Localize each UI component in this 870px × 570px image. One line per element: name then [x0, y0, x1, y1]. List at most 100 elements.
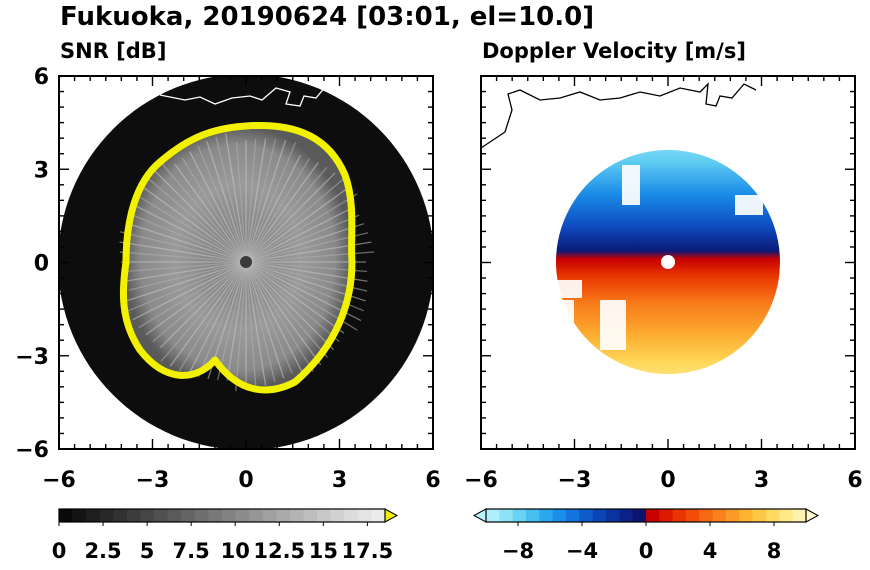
colorbar-swatch — [330, 509, 345, 522]
snr-streak — [245, 178, 344, 263]
coastline — [159, 85, 327, 107]
doppler-gap — [745, 160, 775, 178]
colorbar-swatch — [140, 509, 155, 522]
y-tick-label: 6 — [34, 65, 49, 90]
snr-streak — [148, 178, 247, 263]
x-tick-label: −3 — [558, 468, 592, 493]
colorbar-swatch — [208, 509, 223, 522]
radar-center-marker-doppler — [661, 255, 675, 269]
snr-streak — [127, 261, 247, 312]
snr-streak — [245, 214, 360, 263]
doppler-panel-title: Doppler Velocity [m/s] — [482, 39, 746, 63]
colorbar-swatch — [632, 509, 647, 522]
colorbar-swatch — [222, 509, 236, 522]
snr-streak — [197, 261, 247, 378]
colorbar-underflow-arrow — [472, 508, 487, 523]
snr-plot-frame — [58, 75, 434, 450]
snr-streak — [245, 138, 267, 263]
x-tick-label: −3 — [136, 468, 170, 493]
snr-streak — [245, 261, 345, 334]
doppler-gap — [556, 300, 574, 330]
snr-streak — [136, 205, 247, 263]
colorbar-tick-label: 7.5 — [173, 539, 210, 563]
doppler-gap — [570, 145, 600, 161]
snr-streak — [215, 136, 247, 263]
snr-streak — [245, 138, 277, 263]
coastline-doppler — [481, 82, 757, 149]
colorbar-tick-label: 0 — [639, 539, 654, 563]
snr-streak — [169, 261, 247, 367]
colorbar-swatch — [712, 509, 727, 522]
snr-streak — [245, 193, 358, 263]
snr-colorbar: 0 2.5 5 7.5 10 12.5 15 17.5 — [52, 508, 399, 563]
y-tick-label: 3 — [34, 158, 49, 183]
colorbar-overflow-arrow — [384, 508, 399, 523]
snr-streak — [235, 261, 247, 392]
snr-streak — [154, 170, 247, 263]
snr-streak — [188, 261, 247, 375]
snr-streak — [143, 187, 247, 263]
snr-echo-edge — [119, 121, 356, 394]
snr-streak — [206, 141, 247, 263]
snr-streak — [245, 166, 328, 263]
colorbar-swatch — [167, 509, 182, 522]
colorbar-tick-label: 5 — [140, 539, 155, 563]
colorbar-swatch — [499, 509, 513, 522]
snr-streak — [245, 261, 335, 351]
colorbar-tick-label: 15 — [309, 539, 338, 563]
snr-streak — [160, 261, 247, 362]
colorbar-swatch — [539, 509, 553, 522]
colorbar-swatch — [766, 509, 780, 522]
doppler-missing-data — [552, 145, 775, 380]
snr-streak — [178, 261, 247, 372]
doppler-gap — [552, 280, 582, 298]
colorbar-swatch — [512, 509, 527, 522]
snr-streak — [245, 261, 322, 366]
x-tick-label: 0 — [238, 468, 253, 493]
snr-streak — [138, 261, 247, 329]
colorbar-swatch — [486, 509, 500, 522]
colorbar-swatch — [317, 509, 331, 522]
colorbar-swatch — [526, 509, 540, 522]
snr-streak — [119, 231, 247, 263]
figure-title: Fukuoka, 20190624 [03:01, el=10.0] — [60, 2, 594, 32]
snr-streak — [245, 261, 314, 372]
x-tick-label: 0 — [660, 468, 675, 493]
x-tick-label: 6 — [425, 468, 440, 493]
snr-streak — [189, 151, 247, 263]
snr-streak — [245, 140, 287, 263]
colorbar-swatch — [619, 509, 633, 522]
snr-streak — [226, 261, 247, 381]
colorbar-swatch — [303, 509, 318, 522]
colorbar-swatch — [579, 509, 593, 522]
snr-streak — [197, 145, 247, 263]
snr-tick-labels: −6 −3 0 3 6 6 3 0 −3 −6 — [15, 65, 440, 493]
snr-streak — [160, 162, 247, 263]
x-tick-label: −6 — [42, 468, 76, 493]
snr-streak — [245, 261, 340, 343]
x-tick-label: −6 — [464, 468, 498, 493]
snr-streak — [245, 261, 257, 389]
colorbar-swatch — [739, 509, 753, 522]
snr-streak — [245, 261, 306, 379]
colorbar-swatch — [686, 509, 700, 522]
colorbar-swatch — [235, 509, 250, 522]
doppler-echo-region — [556, 150, 780, 374]
snr-streak — [133, 214, 247, 263]
snr-streak — [245, 232, 369, 263]
y-tick-label: −3 — [15, 345, 49, 370]
doppler-tick-labels: −6 −3 0 3 6 — [464, 468, 863, 493]
colorbar-swatch — [646, 509, 660, 522]
colorbar-tick-label: 4 — [703, 539, 718, 563]
colorbar-swatch — [276, 509, 291, 522]
colorbar-swatch — [592, 509, 607, 522]
colorbar-tick-label: 12.5 — [253, 539, 305, 563]
colorbar-swatch — [289, 509, 304, 522]
colorbar-swatch — [566, 509, 580, 522]
x-tick-label: 6 — [847, 468, 862, 493]
x-tick-label: 3 — [332, 468, 347, 493]
snr-streak — [245, 261, 329, 358]
x-tick-label: 3 — [754, 468, 769, 493]
colorbar-swatch — [779, 509, 793, 522]
